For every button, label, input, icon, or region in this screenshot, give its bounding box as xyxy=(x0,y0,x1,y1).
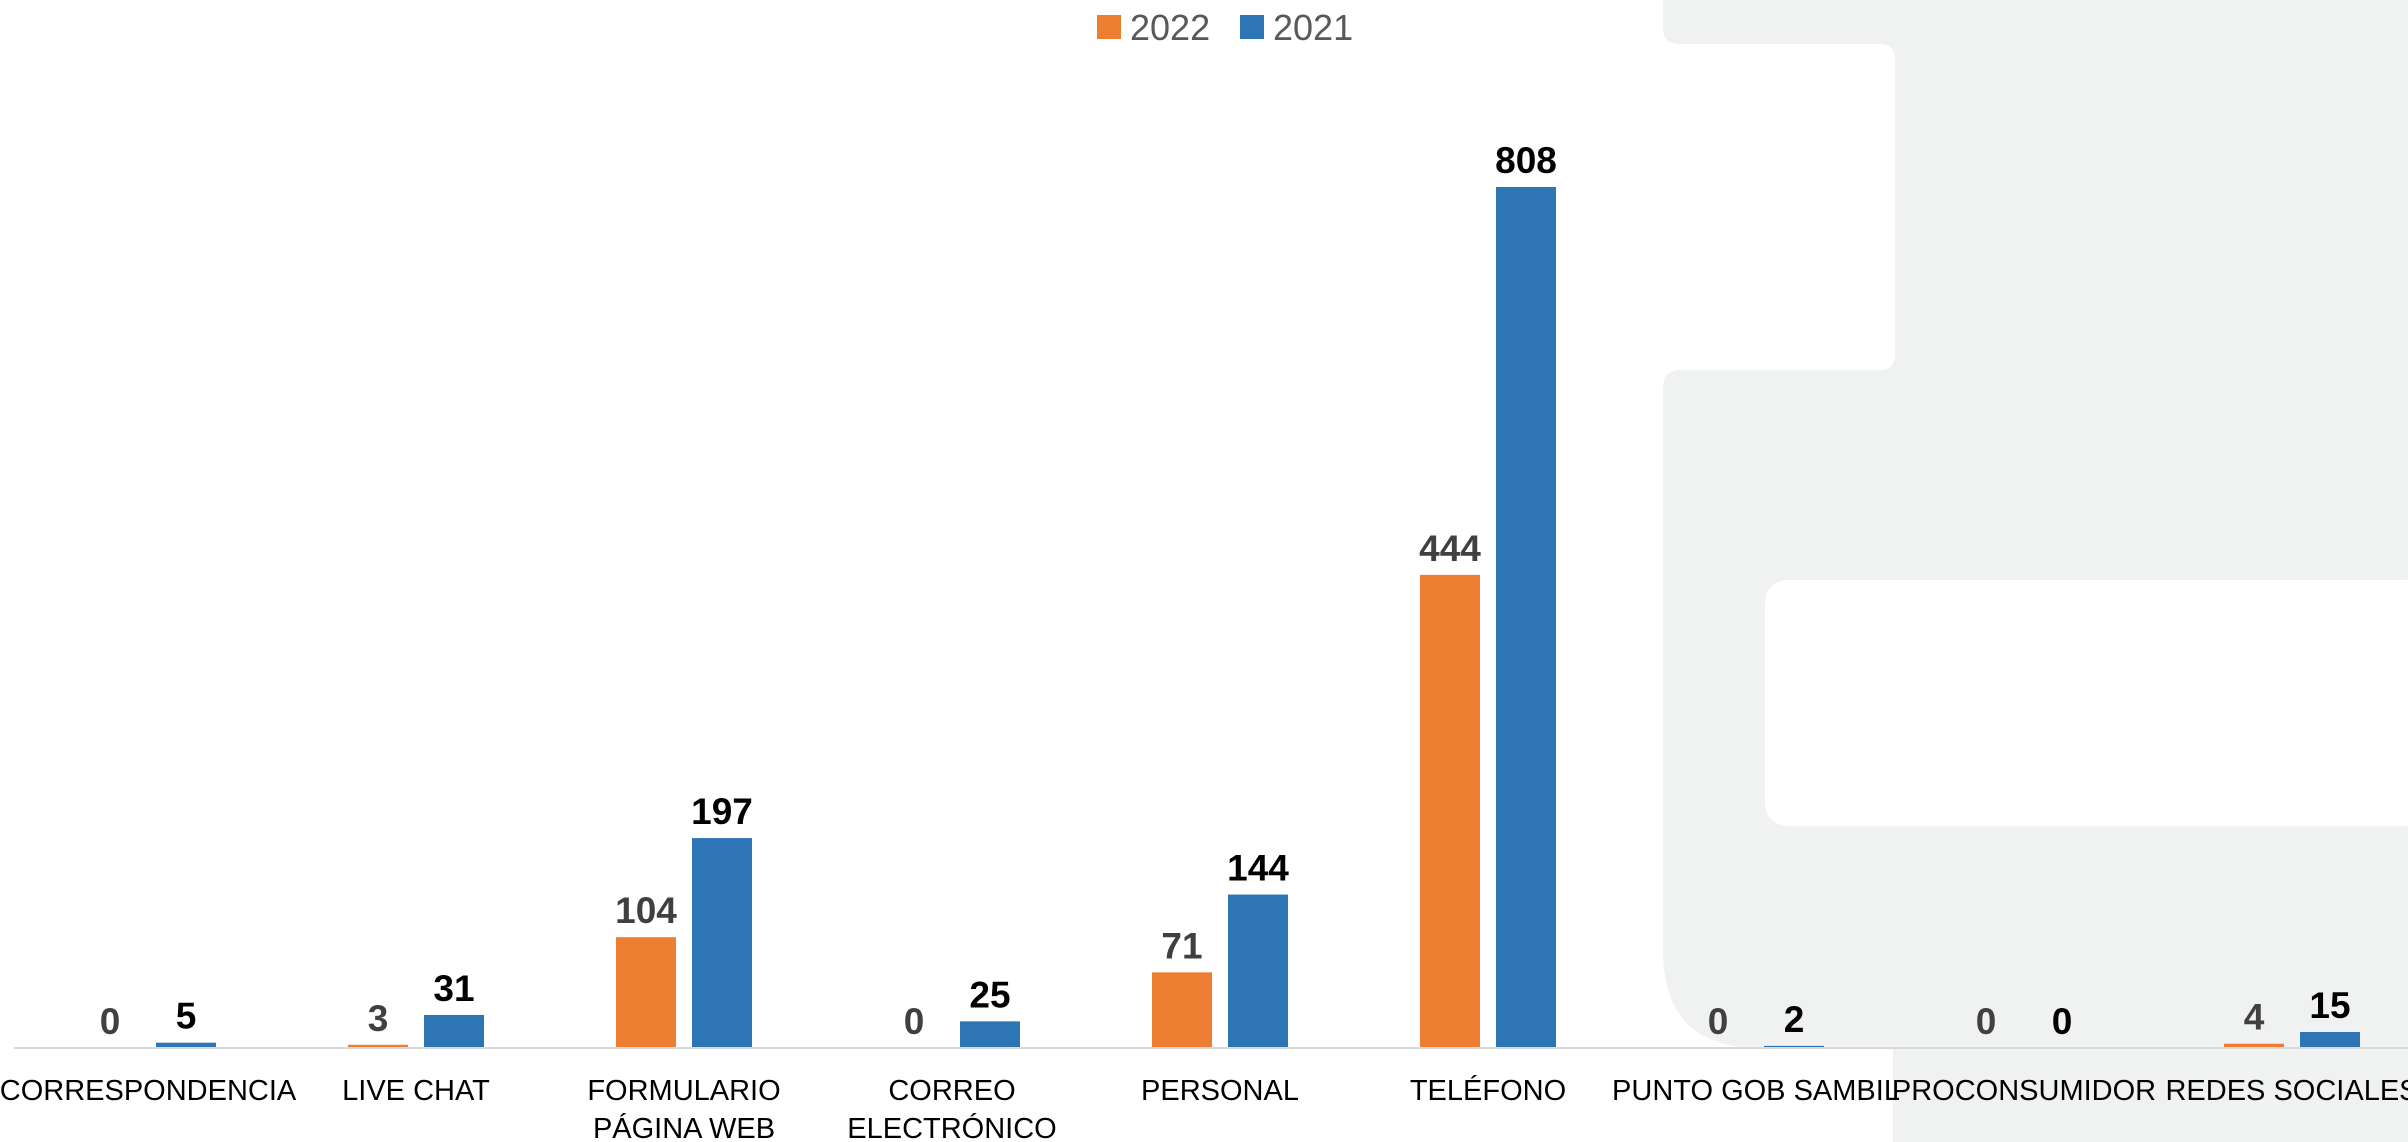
category-label-0: CORRESPONDENCIA xyxy=(0,1075,297,1107)
value-label-2021-1: 31 xyxy=(433,968,474,1009)
bar-2022-1 xyxy=(348,1044,408,1048)
legend-label-2021: 2021 xyxy=(1273,7,1353,48)
value-label-2022-3: 0 xyxy=(904,1001,925,1042)
legend: 2022 2021 xyxy=(1097,7,1353,48)
category-label-line: PÁGINA WEB xyxy=(593,1112,775,1142)
value-label-2021-7: 0 xyxy=(2052,1001,2073,1042)
legend-label-2022: 2022 xyxy=(1130,7,1210,48)
category-label-6: PUNTO GOB SAMBIL xyxy=(1612,1075,1900,1107)
bar-2022-2 xyxy=(616,937,676,1048)
category-label-3: CORREO ELECTRÓNICO xyxy=(847,1075,1056,1142)
category-label-line: CORRESPONDENCIA xyxy=(0,1075,297,1107)
value-label-2021-3: 25 xyxy=(969,974,1010,1015)
category-label-5: TELÉFONO xyxy=(1410,1074,1566,1107)
bar-2022-4 xyxy=(1152,972,1212,1048)
bar-2022-8 xyxy=(2224,1043,2284,1048)
bar-2021-0 xyxy=(156,1042,216,1048)
category-label-7: PROCONSUMIDOR xyxy=(1892,1075,2156,1107)
background-card xyxy=(1765,580,2408,826)
category-label-2: FORMULARIO PÁGINA WEB xyxy=(587,1075,780,1142)
value-label-2021-8: 15 xyxy=(2309,985,2350,1026)
value-label-2021-5: 808 xyxy=(1495,140,1557,181)
category-label-line: PUNTO GOB SAMBIL xyxy=(1612,1075,1900,1107)
value-label-2022-7: 0 xyxy=(1976,1001,1997,1042)
category-label-line: REDES SOCIALES xyxy=(2165,1075,2408,1107)
background-decoration xyxy=(1663,0,2408,1142)
category-label-line: ELECTRÓNICO xyxy=(847,1112,1056,1142)
category-label-line: LIVE CHAT xyxy=(342,1075,490,1107)
bar-2021-1 xyxy=(424,1014,484,1048)
legend-swatch-2021 xyxy=(1240,15,1264,39)
category-label-8: REDES SOCIALES xyxy=(2165,1075,2408,1107)
value-label-2021-6: 2 xyxy=(1784,999,1805,1040)
value-label-2022-0: 0 xyxy=(100,1001,121,1042)
background-panel xyxy=(1663,0,2408,1142)
bar-2021-8 xyxy=(2300,1032,2360,1048)
data-labels-group: 0 5 3 31 104 197 0 25 71 144 444 808 0 2 0 0 4 15 xyxy=(100,140,2351,1042)
bar-2021-3 xyxy=(960,1021,1020,1048)
bars-group xyxy=(156,187,2360,1048)
category-label-line: PROCONSUMIDOR xyxy=(1892,1075,2156,1107)
value-label-2021-0: 5 xyxy=(176,996,197,1037)
category-label-4: PERSONAL xyxy=(1141,1075,1299,1107)
bar-2021-4 xyxy=(1228,894,1288,1048)
value-label-2022-6: 0 xyxy=(1708,1001,1729,1042)
bar-2021-5 xyxy=(1496,187,1556,1048)
category-label-line: FORMULARIO xyxy=(587,1075,780,1107)
value-label-2022-5: 444 xyxy=(1419,528,1481,569)
value-label-2022-2: 104 xyxy=(615,890,677,931)
bar-2021-2 xyxy=(692,838,752,1048)
category-label-line: TELÉFONO xyxy=(1410,1074,1566,1107)
legend-swatch-2022 xyxy=(1097,15,1121,39)
value-label-2021-2: 197 xyxy=(691,791,753,832)
value-label-2022-4: 71 xyxy=(1161,925,1202,966)
category-label-1: LIVE CHAT xyxy=(342,1075,490,1107)
category-label-line: PERSONAL xyxy=(1141,1075,1299,1107)
category-labels-group: CORRESPONDENCIA LIVE CHAT FORMULARIO PÁGINA… xyxy=(0,1074,2408,1142)
value-label-2021-4: 144 xyxy=(1227,848,1289,889)
value-label-2022-1: 3 xyxy=(368,998,389,1039)
bar-2021-6 xyxy=(1764,1045,1824,1048)
value-label-2022-8: 4 xyxy=(2244,997,2265,1038)
category-label-line: CORREO xyxy=(888,1075,1015,1107)
bar-2022-5 xyxy=(1420,574,1480,1048)
